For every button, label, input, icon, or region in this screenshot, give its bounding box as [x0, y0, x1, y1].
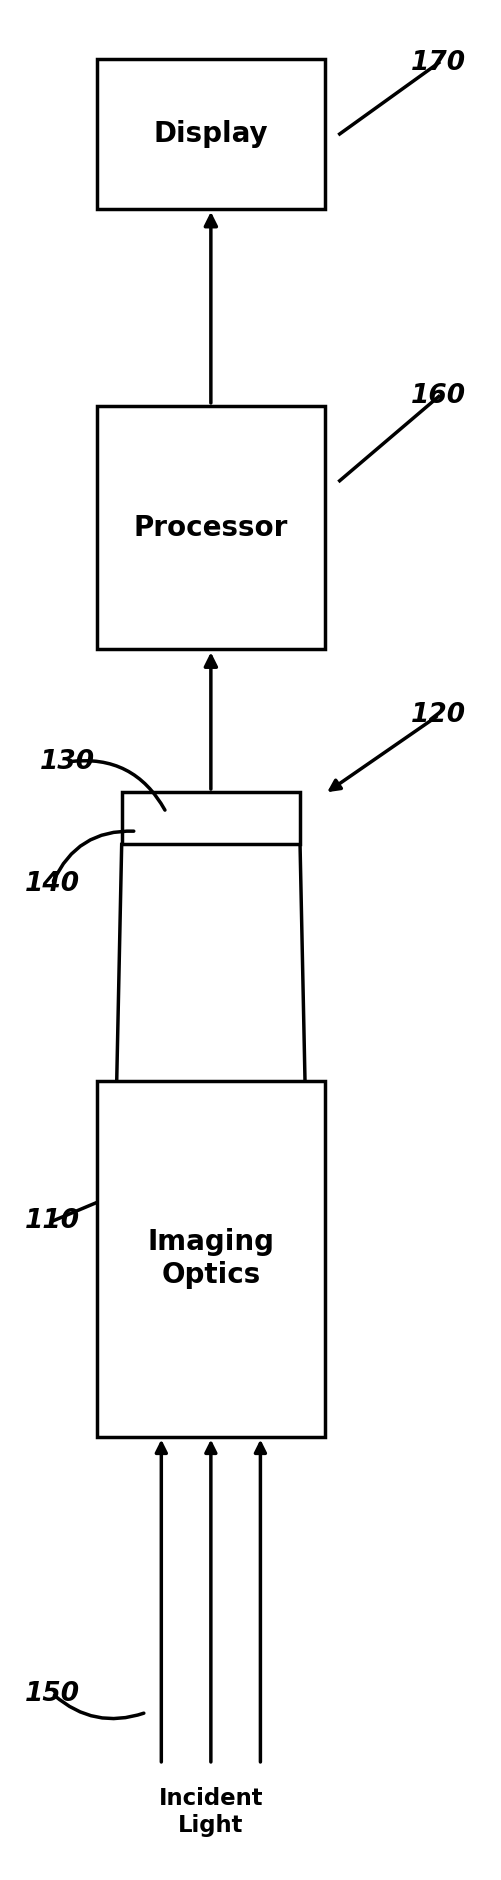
Text: 120: 120 [411, 701, 466, 728]
Bar [122, 791, 300, 844]
Text: Imaging
Optics: Imaging Optics [147, 1228, 275, 1290]
Text: 110: 110 [25, 1209, 80, 1233]
Text: Incident
Light: Incident Light [159, 1788, 263, 1837]
Bar [97, 58, 325, 209]
Text: 170: 170 [411, 49, 466, 75]
Text: 140: 140 [25, 870, 80, 897]
Text: 150: 150 [25, 1681, 80, 1707]
Text: Display: Display [153, 120, 268, 149]
Text: 130: 130 [40, 748, 95, 775]
Bar [97, 406, 325, 649]
Text: 160: 160 [411, 384, 466, 410]
Text: Processor: Processor [134, 513, 288, 541]
Bar [97, 1081, 325, 1436]
